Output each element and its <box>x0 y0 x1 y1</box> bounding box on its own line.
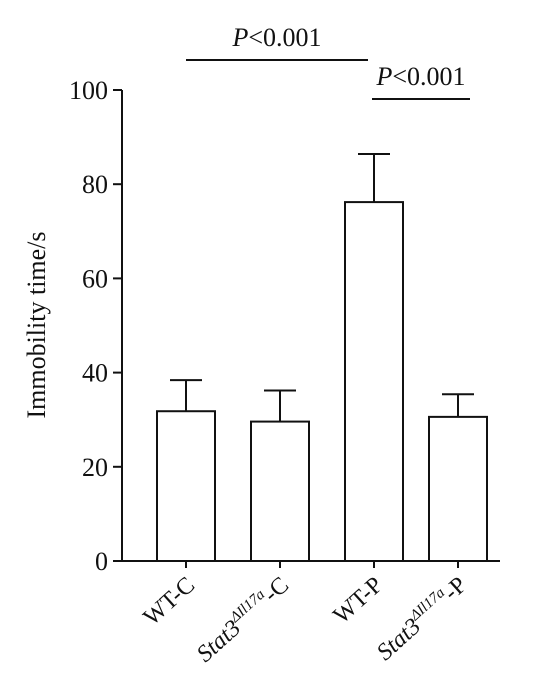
bar <box>156 410 216 562</box>
bar <box>344 201 404 563</box>
bar <box>250 420 310 563</box>
p-value-symbol: P <box>231 23 248 52</box>
p-value-text: <0.001 <box>248 23 321 52</box>
x-tick-label: WT-P <box>329 572 388 629</box>
p-value-symbol: P <box>375 62 392 91</box>
x-tick-label-main: WT-C <box>139 572 200 631</box>
bar <box>428 415 488 562</box>
y-tick-label: 0 <box>95 547 108 576</box>
x-tick-label-main: WT-P <box>329 572 388 629</box>
y-tick-label: 60 <box>82 264 108 293</box>
p-value-text: <0.001 <box>392 62 465 91</box>
p-value-label: P<0.001 <box>231 23 321 52</box>
y-tick-label: 40 <box>82 359 108 388</box>
x-tick-label: WT-C <box>139 572 200 631</box>
y-axis-label: Immobility time/s <box>22 231 51 418</box>
p-value-label: P<0.001 <box>375 62 465 91</box>
y-tick-label: 100 <box>69 76 108 105</box>
chart-bars <box>156 153 488 563</box>
x-tick-label: Stat3ΔIl17a-C <box>191 571 294 668</box>
x-tick-label: Stat3ΔIl17a-P <box>371 571 472 666</box>
y-tick-label: 20 <box>82 453 108 482</box>
y-tick-label: 80 <box>82 170 108 199</box>
